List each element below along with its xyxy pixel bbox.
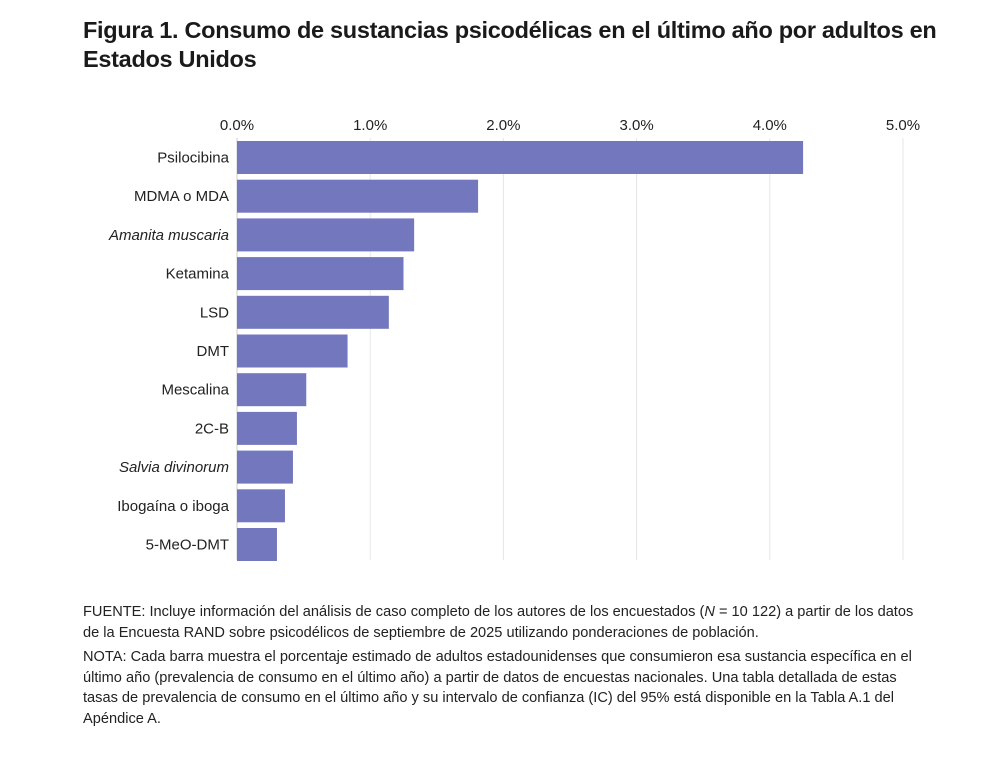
bar	[237, 141, 804, 174]
bar	[237, 218, 415, 252]
bar	[237, 295, 389, 329]
category-label: LSD	[200, 304, 229, 321]
bar-chart: 0.0% 1.0% 2.0% 3.0% 4.0% 5.0% Psilocibina MDMA …	[108, 117, 920, 561]
source-note: FUENTE: Incluye información del análisis…	[83, 602, 933, 643]
bar	[237, 528, 277, 561]
source-text-b: = 10 122) a partir de los datos de la En…	[83, 604, 914, 641]
x-tick-label: 5.0%	[886, 117, 920, 134]
category-label: 5-MeO-DMT	[146, 537, 229, 554]
title-text: Consumo de sustancias psicodélicas en el…	[83, 17, 937, 72]
bar	[237, 489, 285, 523]
x-tick-label: 3.0%	[619, 117, 653, 134]
category-label: Ibogaína o iboga	[117, 498, 229, 515]
source-n: N	[704, 604, 715, 620]
bar	[237, 257, 404, 291]
category-label: Mescalina	[161, 382, 229, 399]
x-tick-label: 2.0%	[486, 117, 520, 134]
category-label: Salvia divinorum	[119, 459, 229, 476]
bar	[237, 411, 297, 445]
figure-number: Figura 1.	[83, 17, 179, 43]
x-tick-label: 4.0%	[753, 117, 787, 134]
bar	[237, 450, 293, 484]
bar	[237, 334, 348, 368]
source-text-a: FUENTE: Incluye información del análisis…	[83, 604, 705, 620]
category-label: 2C-B	[195, 420, 229, 437]
category-label: MDMA o MDA	[134, 188, 229, 205]
notes: FUENTE: Incluye información del análisis…	[83, 602, 933, 733]
x-tick-label: 1.0%	[353, 117, 387, 134]
category-label: Psilocibina	[157, 150, 229, 167]
chart-title: Figura 1. Consumo de sustancias psicodél…	[83, 16, 963, 74]
category-label: Ketamina	[166, 266, 230, 283]
x-tick-label: 0.0%	[220, 117, 254, 134]
bar	[237, 179, 479, 213]
category-label: Amanita muscaria	[108, 227, 229, 244]
note-text: NOTA: Cada barra muestra el porcentaje e…	[83, 649, 912, 727]
category-label: DMT	[197, 343, 230, 360]
bar	[237, 373, 307, 407]
